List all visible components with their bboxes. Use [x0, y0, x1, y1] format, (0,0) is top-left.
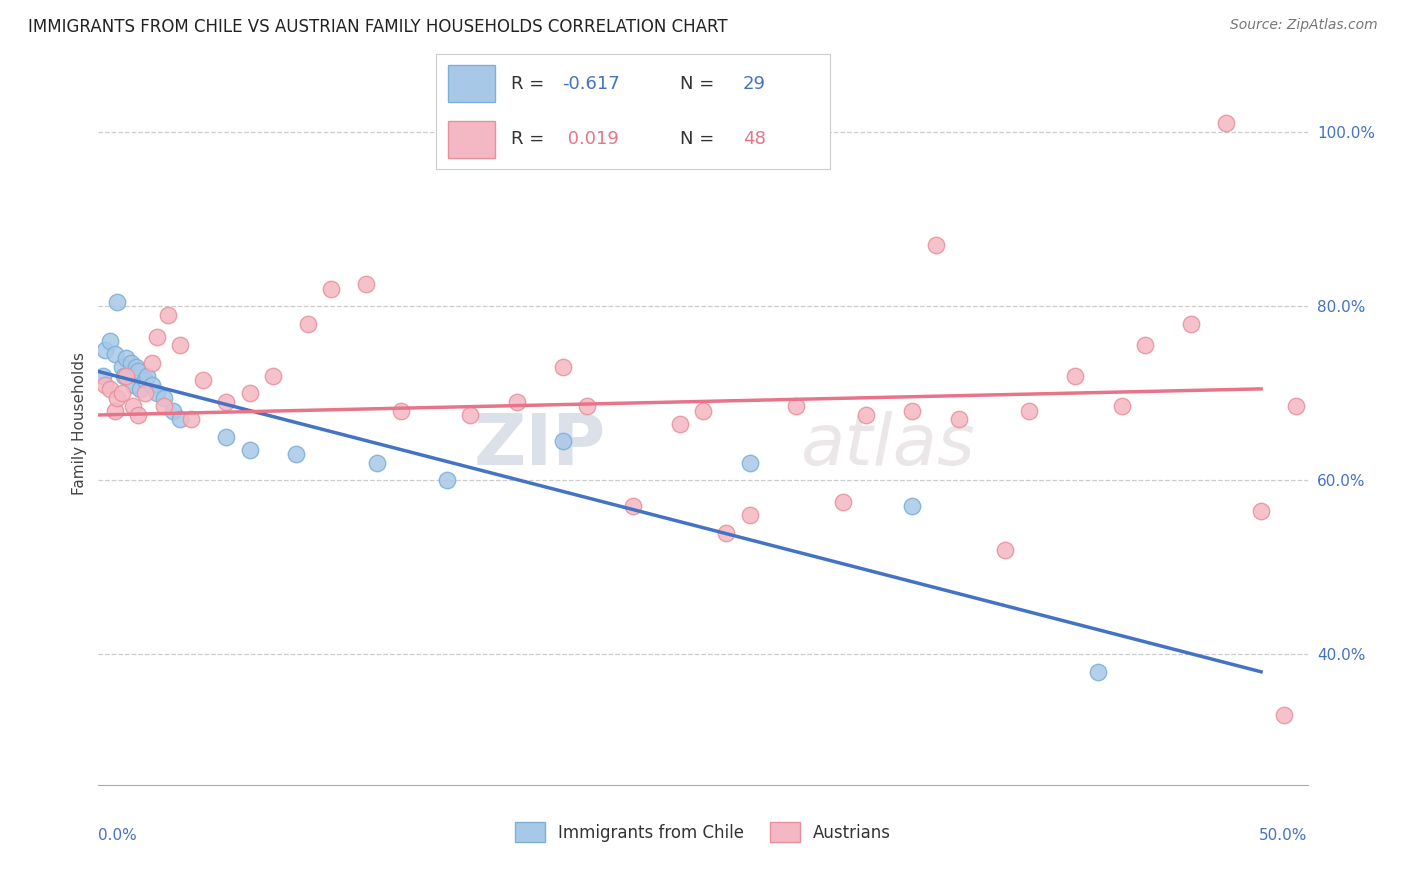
Point [134, 386, 156, 401]
Text: R =: R = [510, 75, 550, 93]
Point [855, 408, 877, 422]
Point [122, 377, 145, 392]
Point [1018, 403, 1040, 417]
Point [98, 334, 121, 348]
Bar [447, 65, 495, 103]
Point [785, 399, 807, 413]
Point [122, 399, 145, 413]
Point [389, 403, 412, 417]
Point [831, 495, 853, 509]
Point [436, 473, 458, 487]
Point [1285, 399, 1308, 413]
Point [901, 500, 924, 514]
Text: 48: 48 [742, 130, 766, 148]
Point [506, 395, 529, 409]
Point [215, 395, 238, 409]
Point [112, 368, 135, 383]
Text: R =: R = [510, 130, 550, 148]
Point [104, 347, 127, 361]
Point [297, 317, 319, 331]
Point [115, 351, 138, 366]
Point [460, 408, 482, 422]
Point [162, 403, 184, 417]
Point [129, 382, 152, 396]
Text: atlas: atlas [800, 411, 974, 480]
Point [120, 356, 142, 370]
Point [98, 382, 121, 396]
Point [145, 386, 167, 401]
Point [1250, 504, 1272, 518]
Text: N =: N = [681, 130, 720, 148]
Point [319, 282, 342, 296]
Text: 50.0%: 50.0% [1260, 829, 1308, 843]
Point [134, 373, 156, 387]
Point [1272, 708, 1295, 723]
Point [1180, 317, 1202, 331]
Point [141, 356, 163, 370]
Point [738, 508, 761, 522]
Text: 0.0%: 0.0% [98, 829, 138, 843]
Point [716, 525, 738, 540]
Point [1087, 665, 1109, 679]
Point [692, 403, 714, 417]
Point [738, 456, 761, 470]
Point [124, 360, 146, 375]
Text: 29: 29 [742, 75, 766, 93]
Text: IMMIGRANTS FROM CHILE VS AUSTRIAN FAMILY HOUSEHOLDS CORRELATION CHART: IMMIGRANTS FROM CHILE VS AUSTRIAN FAMILY… [28, 18, 728, 36]
Point [105, 294, 128, 309]
Point [141, 377, 163, 392]
Point [104, 403, 127, 417]
Point [105, 391, 128, 405]
Point [901, 403, 924, 417]
Point [354, 277, 377, 292]
Point [111, 360, 134, 375]
Point [127, 408, 149, 422]
Point [115, 368, 138, 383]
Point [1064, 368, 1087, 383]
Point [136, 368, 159, 383]
Point [127, 364, 149, 378]
Point [948, 412, 970, 426]
Point [1111, 399, 1133, 413]
Point [94, 343, 117, 357]
Text: -0.617: -0.617 [562, 75, 620, 93]
Y-axis label: Family Households: Family Households [72, 352, 87, 495]
Point [152, 391, 174, 405]
Point [553, 434, 575, 449]
Point [668, 417, 690, 431]
Point [924, 238, 946, 252]
Text: ZIP: ZIP [474, 411, 606, 480]
Point [191, 373, 214, 387]
Point [366, 456, 388, 470]
Point [553, 360, 575, 375]
Point [262, 368, 284, 383]
Point [169, 412, 191, 426]
Point [994, 543, 1017, 558]
Point [215, 430, 238, 444]
Point [1215, 116, 1237, 130]
Point [1133, 338, 1156, 352]
Text: 0.019: 0.019 [562, 130, 619, 148]
Point [157, 308, 180, 322]
Point [621, 500, 644, 514]
Text: Source: ZipAtlas.com: Source: ZipAtlas.com [1230, 18, 1378, 32]
Point [239, 386, 262, 401]
Point [111, 386, 134, 401]
Point [152, 399, 174, 413]
Point [94, 377, 117, 392]
Bar [447, 120, 495, 158]
Legend: Immigrants from Chile, Austrians: Immigrants from Chile, Austrians [509, 815, 897, 849]
Point [180, 412, 202, 426]
Text: N =: N = [681, 75, 720, 93]
Point [145, 329, 167, 343]
Point [169, 338, 191, 352]
Point [91, 368, 114, 383]
Point [575, 399, 598, 413]
Point [285, 447, 308, 461]
Point [239, 442, 262, 457]
